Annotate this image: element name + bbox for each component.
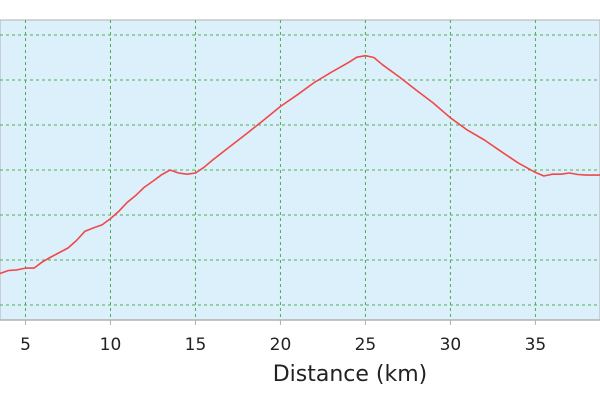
x-tick-label-20: 20 xyxy=(270,335,292,355)
grid-lines xyxy=(0,20,600,320)
x-tick-label-25: 25 xyxy=(355,335,377,355)
x-tick-label-5: 5 xyxy=(20,335,31,355)
x-axis-label: Distance (km) xyxy=(273,362,428,387)
elevation-line-1 xyxy=(0,54,600,275)
x-axis-ticks: 5 10 15 20 25 30 35 xyxy=(20,320,546,355)
x-tick-label-35: 35 xyxy=(525,335,547,355)
x-tick-label-30: 30 xyxy=(440,335,462,355)
series-layer xyxy=(0,54,600,275)
x-tick-label-15: 15 xyxy=(185,335,207,355)
x-tick-label-10: 10 xyxy=(100,335,122,355)
